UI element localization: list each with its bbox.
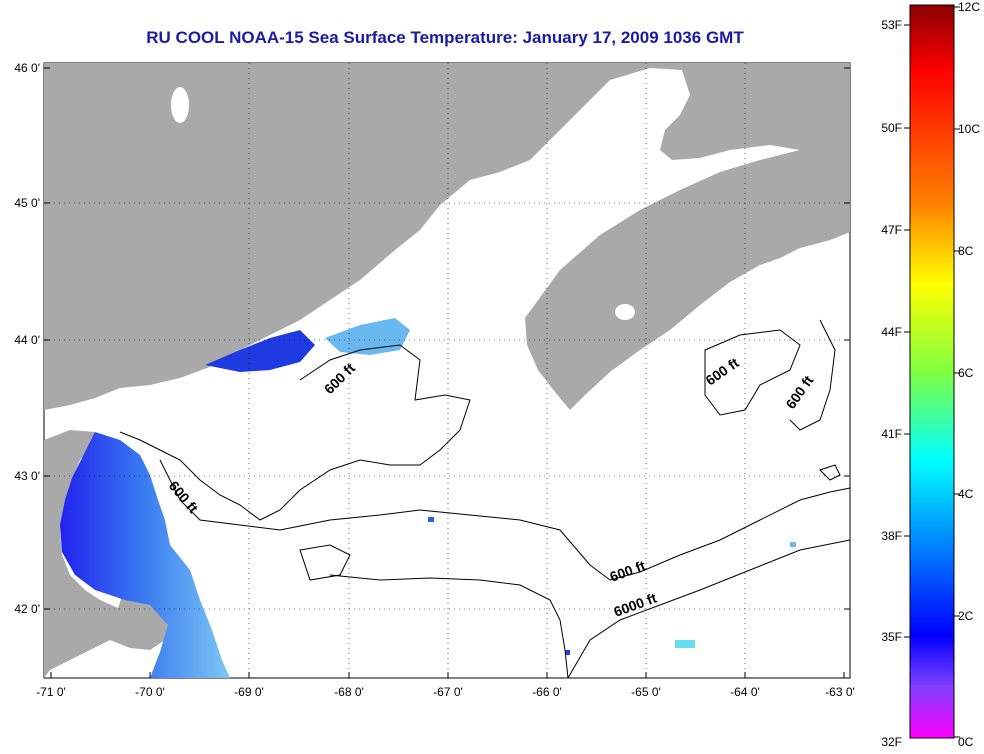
lat-label-42: 42 0' — [14, 602, 40, 616]
land-massachusetts — [44, 430, 170, 678]
cb-c-6: 6C — [958, 366, 974, 380]
cb-c-0: 0C — [958, 735, 974, 749]
bathymetry-contours — [119, 319, 850, 678]
cb-c-12: 12C — [958, 0, 980, 14]
lake-patch — [615, 304, 635, 320]
lat-label-43: 43 0' — [14, 469, 40, 483]
lon-label-66: -66 0' — [532, 685, 562, 699]
cb-c-8: 8C — [958, 244, 974, 258]
cb-f-32: 32F — [881, 735, 902, 749]
lon-label-63: -63 0' — [825, 685, 855, 699]
sst-dot-3 — [790, 542, 796, 547]
lat-label-45: 45 0' — [14, 196, 40, 210]
colorbar — [909, 4, 955, 739]
sst-dot-1 — [428, 517, 434, 522]
sst-patch-small — [675, 640, 695, 648]
map-title: RU COOL NOAA-15 Sea Surface Temperature:… — [146, 28, 744, 47]
cb-c-10: 10C — [958, 122, 980, 136]
lon-label-64: -64 0' — [730, 685, 760, 699]
lon-label-69: -69 0' — [234, 685, 264, 699]
cb-f-50: 50F — [881, 121, 902, 135]
cb-f-35: 35F — [881, 630, 902, 644]
frame-ticks — [44, 67, 850, 678]
lon-label-68: -68 0' — [334, 685, 364, 699]
sst-dot-2 — [565, 650, 570, 655]
cb-c-2: 2C — [958, 609, 974, 623]
lon-label-65: -65 0' — [631, 685, 661, 699]
sst-patch-western-gulf — [60, 432, 230, 678]
sst-patch-maine-coast — [205, 330, 315, 372]
lon-label-70: -70 0' — [135, 685, 165, 699]
lat-label-46: 46 0' — [14, 61, 40, 75]
island-lake — [171, 87, 189, 123]
lat-label-44: 44 0' — [14, 333, 40, 347]
colorbar-ticks — [904, 6, 960, 738]
lon-label-67: -67 0' — [433, 685, 463, 699]
land-mainland — [44, 63, 850, 410]
cb-f-44: 44F — [881, 325, 902, 339]
land-nova-scotia — [525, 132, 850, 410]
bay-patch — [478, 236, 506, 284]
cb-f-38: 38F — [881, 529, 902, 543]
cb-c-4: 4C — [958, 487, 974, 501]
cb-f-41: 41F — [881, 427, 902, 441]
lon-label-71: -71 0' — [36, 685, 66, 699]
cb-f-53: 53F — [881, 18, 902, 32]
sst-patch-offshore — [325, 318, 410, 355]
cb-f-47: 47F — [881, 223, 902, 237]
